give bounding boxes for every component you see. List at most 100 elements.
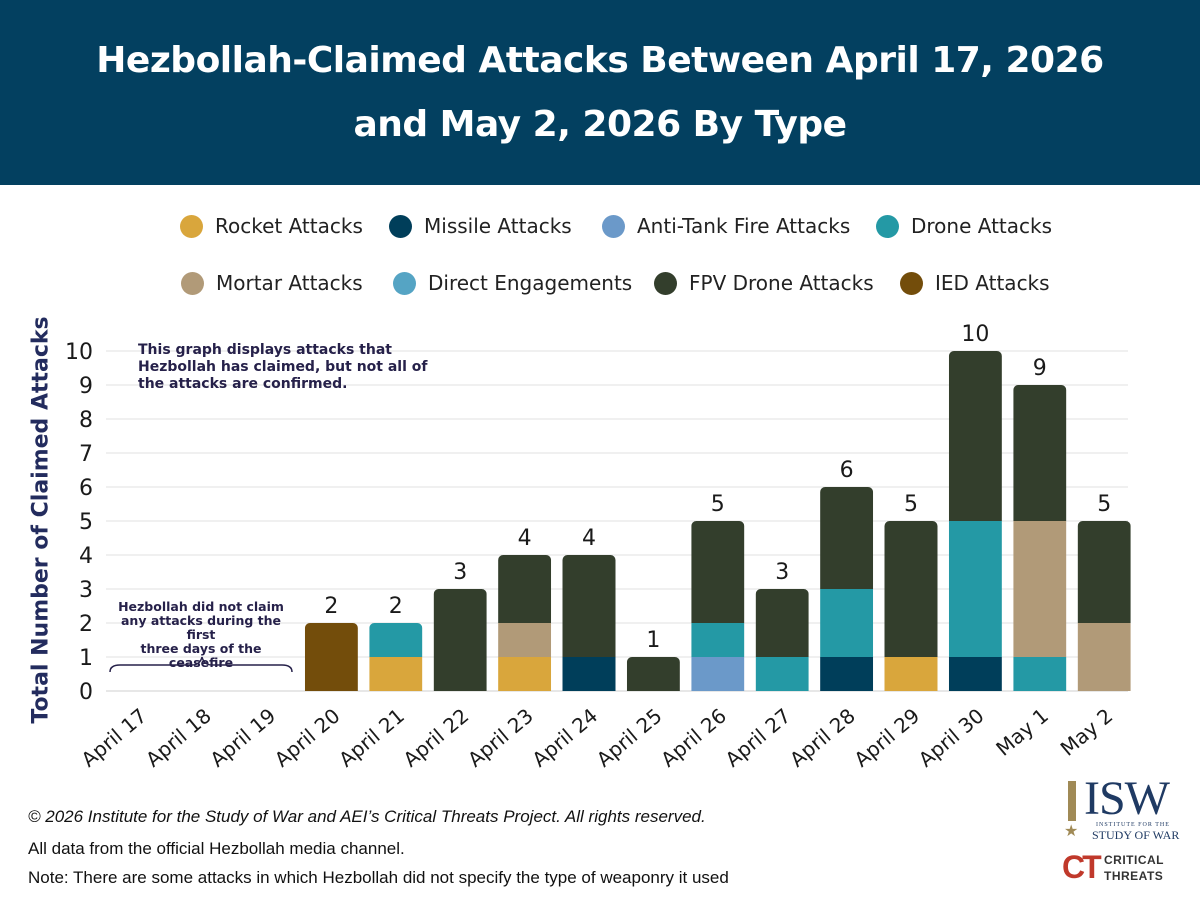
x-tick-label: April 28: [785, 703, 860, 771]
bar-segment: [948, 351, 1002, 521]
bar: [691, 521, 745, 691]
legend-label-missile: Missile Attacks: [424, 214, 572, 238]
isw-logo-letters: ISW: [1084, 772, 1170, 825]
bar-segment: [1013, 385, 1067, 521]
x-tick-label: April 23: [463, 703, 538, 771]
legend-label-ied: IED Attacks: [935, 271, 1050, 295]
bar-segment: [562, 657, 616, 691]
bar-segment: [1013, 521, 1067, 657]
x-tick-label: April 30: [914, 703, 989, 771]
disclaimer-line: Hezbollah has claimed, but not all of: [138, 359, 428, 375]
bar-segment: [691, 657, 745, 691]
bar-segment: [948, 521, 1002, 657]
x-tick-label: April 19: [205, 703, 280, 771]
bar-segment: [369, 623, 423, 657]
y-tick-label: 3: [79, 578, 93, 603]
legend-swatch-fpv: [654, 271, 677, 295]
legend-swatch-anti-tank: [602, 214, 625, 238]
no-claim-brace: [109, 656, 293, 673]
bar: [498, 555, 552, 691]
bar-total-label: 4: [518, 526, 532, 551]
bar: [948, 351, 1002, 691]
bar-total-label: 5: [1097, 492, 1111, 517]
bar-segment: [755, 657, 809, 691]
x-tick-label: April 17: [77, 703, 152, 771]
bar-segment: [1077, 521, 1131, 623]
no-claim-line: Hezbollah did not claim: [118, 599, 284, 614]
isw-logo-subtitle-2: STUDY OF WAR: [1092, 828, 1180, 842]
legend-swatch-ied: [900, 271, 923, 295]
x-tick-label: May 1: [991, 703, 1053, 760]
x-tick-label: April 22: [399, 703, 474, 771]
y-tick-label: 1: [79, 646, 93, 671]
bars: [304, 351, 1131, 691]
bar-segment: [1077, 623, 1131, 691]
x-tick-label: April 21: [334, 703, 409, 771]
legend-item-ied: IED Attacks: [900, 271, 1050, 295]
legend-item-rocket: Rocket Attacks: [180, 214, 363, 238]
bar-total-label: 3: [453, 560, 467, 585]
legend-label-mortar: Mortar Attacks: [216, 271, 363, 295]
source-text: All data from the official Hezbollah med…: [28, 839, 405, 858]
legend-swatch-mortar: [181, 271, 204, 295]
isw-logo: ISW ★ INSTITUTE FOR THE STUDY OF WAR: [1062, 775, 1180, 845]
bar-segment: [304, 623, 358, 691]
legend-label-direct: Direct Engagements: [428, 271, 633, 295]
legend-swatch-drone: [876, 214, 899, 238]
bar: [433, 589, 487, 691]
bar: [562, 555, 616, 691]
legend-item-missile: Missile Attacks: [389, 214, 572, 238]
bar: [369, 623, 423, 691]
ct-logo-word-1: CRITICAL: [1104, 853, 1164, 867]
bar-segment: [691, 521, 745, 623]
ct-logo-word-2: THREATS: [1104, 869, 1164, 883]
bar-total-label: 9: [1033, 356, 1047, 381]
legend-label-rocket: Rocket Attacks: [215, 214, 363, 238]
y-tick-label: 8: [79, 408, 93, 433]
bar-segment: [498, 623, 552, 657]
bar-segment: [820, 657, 874, 691]
disclaimer-line: the attacks are confirmed.: [138, 376, 348, 392]
bar-total-label: 4: [582, 526, 596, 551]
footnote-text: Note: There are some attacks in which He…: [28, 868, 729, 887]
bar-segment: [820, 487, 874, 589]
x-tick-label: April 29: [849, 703, 924, 771]
legend-item-direct: Direct Engagements: [393, 271, 632, 295]
bar-segment: [369, 657, 423, 691]
bar-total-label: 1: [646, 628, 660, 653]
legend-label-fpv: FPV Drone Attacks: [689, 271, 874, 295]
disclaimer-note: This graph displays attacks that Hezboll…: [138, 342, 448, 393]
x-tick-label: April 25: [592, 703, 667, 771]
star-icon: ★: [1064, 823, 1079, 840]
bar-segment: [498, 657, 552, 691]
y-tick-label: 5: [79, 510, 93, 535]
legend-item-drone: Drone Attacks: [876, 214, 1052, 238]
chart-title-line-2: and May 2, 2026 By Type: [353, 104, 847, 145]
y-tick-label: 7: [79, 442, 93, 467]
no-claim-line: any attacks during the first: [120, 613, 282, 642]
y-tick-label: 10: [65, 340, 93, 365]
no-claim-line: three days of the ceasefire: [140, 641, 262, 670]
bar-segment: [626, 657, 680, 691]
y-tick-label: 0: [79, 680, 93, 705]
x-tick-label: April 26: [656, 703, 731, 771]
legend-label-anti-tank: Anti-Tank Fire Attacks: [637, 214, 851, 238]
bar-segment: [433, 589, 487, 691]
bar: [626, 657, 680, 691]
bar-total-label: 10: [961, 322, 989, 347]
bar: [820, 487, 874, 691]
legend-label-drone: Drone Attacks: [911, 214, 1053, 238]
bar-total-label: 6: [840, 458, 854, 483]
bar-segment: [820, 589, 874, 657]
bar-segment: [498, 555, 552, 623]
x-tick-label: April 20: [270, 703, 345, 771]
bar-segment: [562, 555, 616, 657]
isw-logo-bar: [1068, 781, 1076, 821]
bar-total-label: 5: [711, 492, 725, 517]
ct-logo-letters: CT: [1062, 849, 1102, 885]
x-tick-label: April 24: [527, 703, 602, 771]
y-tick-label: 6: [79, 476, 93, 501]
bar-segment: [755, 589, 809, 657]
bar-total-label: 2: [389, 594, 403, 619]
bar: [755, 589, 809, 691]
